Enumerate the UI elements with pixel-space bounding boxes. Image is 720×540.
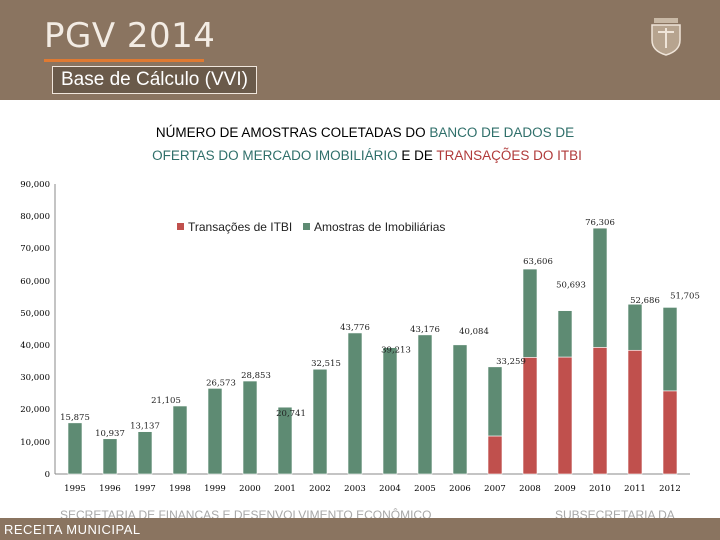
bar-imobiliarias — [242, 380, 258, 475]
x-tick-label: 2004 — [379, 484, 401, 494]
footer-bar — [0, 518, 720, 540]
x-axis: 1995 1996 1997 1998 1999 2000 2001 2002 2003 2004… — [64, 484, 681, 494]
data-label: 21,105 — [151, 396, 181, 406]
y-axis: 0 10,000 20,000 30,000 40,000 50,000 60,… — [20, 180, 50, 480]
bar-imobiliarias — [627, 303, 643, 351]
bar-imobiliarias — [452, 344, 468, 475]
x-tick-label: 2012 — [659, 484, 681, 494]
x-tick-label: 2001 — [274, 484, 296, 494]
title-part-2: BANCO DE DADOS DE — [429, 125, 574, 140]
data-label: 32,515 — [311, 359, 341, 369]
data-label: 13,137 — [130, 422, 160, 432]
title-part-5: TRANSAÇÕES DO ITBI — [436, 148, 582, 163]
data-label: 10,937 — [95, 429, 125, 439]
data-label: 76,306 — [585, 218, 615, 228]
x-tick-label: 2011 — [624, 484, 646, 494]
y-tick-label: 40,000 — [20, 341, 50, 351]
bar-chart: NÚMERO DE AMOSTRAS COLETADAS DO BANCO DE… — [20, 125, 700, 494]
section-badge: Base de Cálculo (VVI) — [52, 66, 257, 94]
x-tick-label: 2005 — [414, 484, 436, 494]
page-title: PGV 2014 — [44, 16, 216, 56]
bar-itbi — [627, 349, 643, 475]
y-tick-label: 0 — [45, 470, 50, 480]
bar-imobiliarias — [67, 422, 83, 475]
bar-imobiliarias — [312, 368, 328, 475]
legend-swatch-itbi — [177, 223, 184, 230]
coat-of-arms-icon — [651, 18, 681, 56]
bar-imobiliarias — [137, 431, 153, 475]
data-label: 15,875 — [60, 413, 90, 423]
footer-label: RECEITA MUNICIPAL — [4, 522, 141, 537]
y-tick-label: 70,000 — [20, 244, 50, 254]
x-tick-label: 2003 — [344, 484, 366, 494]
legend-label-itbi: Transações de ITBI — [188, 220, 292, 234]
bar-imobiliarias — [172, 405, 188, 475]
data-label: 26,573 — [206, 378, 236, 388]
x-tick-label: 1998 — [169, 484, 191, 494]
bars — [67, 227, 678, 475]
bar-imobiliarias — [207, 388, 223, 475]
data-labels: 15,875 10,937 13,137 21,105 26,573 28,853 20,7… — [60, 218, 700, 439]
bar-itbi — [487, 435, 503, 475]
bar-itbi — [522, 357, 538, 475]
y-tick-label: 50,000 — [20, 309, 50, 319]
bar-imobiliarias — [382, 347, 398, 475]
bar-imobiliarias — [102, 438, 118, 475]
title-part-3: OFERTAS DO MERCADO IMOBILIÁRIO — [152, 148, 398, 163]
data-label: 28,853 — [241, 371, 271, 381]
bar-itbi — [557, 356, 573, 475]
legend-swatch-imob — [303, 223, 310, 230]
x-tick-label: 2009 — [554, 484, 576, 494]
x-tick-label: 2002 — [309, 484, 331, 494]
data-label: 63,606 — [523, 257, 553, 267]
title-part-4: E DE — [398, 148, 437, 163]
title-part-1: NÚMERO DE AMOSTRAS COLETADAS DO — [156, 125, 430, 140]
bar-imobiliarias — [522, 268, 538, 358]
data-label: 51,705 — [670, 291, 700, 301]
x-tick-label: 1997 — [134, 484, 156, 494]
x-tick-label: 1995 — [64, 484, 86, 494]
bar-itbi — [662, 390, 678, 475]
chart-title-line-2: OFERTAS DO MERCADO IMOBILIÁRIO E DE TRAN… — [152, 148, 582, 163]
bar-imobiliarias — [347, 332, 363, 475]
x-tick-label: 2006 — [449, 484, 471, 494]
bar-imobiliarias — [417, 334, 433, 475]
title-underline — [44, 59, 204, 62]
data-label: 40,084 — [459, 327, 489, 337]
data-label: 39,213 — [381, 346, 411, 356]
x-tick-label: 2007 — [484, 484, 506, 494]
y-tick-label: 90,000 — [20, 180, 50, 190]
y-tick-label: 60,000 — [20, 277, 50, 287]
data-label: 20,741 — [276, 409, 306, 419]
bar-imobiliarias — [592, 227, 608, 348]
data-label: 43,176 — [410, 325, 440, 335]
y-tick-label: 20,000 — [20, 405, 50, 415]
bar-imobiliarias — [487, 366, 503, 437]
x-tick-label: 1999 — [204, 484, 226, 494]
bar-imobiliarias — [557, 310, 573, 358]
x-tick-label: 2008 — [519, 484, 541, 494]
x-tick-label: 2000 — [239, 484, 261, 494]
x-tick-label: 1996 — [99, 484, 121, 494]
y-tick-label: 30,000 — [20, 373, 50, 383]
data-label: 50,693 — [556, 281, 586, 291]
y-tick-label: 80,000 — [20, 212, 50, 222]
data-label: 33,259 — [496, 357, 526, 367]
legend: Transações de ITBI Amostras de Imobiliár… — [177, 220, 445, 234]
chart-title-line-1: NÚMERO DE AMOSTRAS COLETADAS DO BANCO DE… — [156, 125, 574, 140]
bar-imobiliarias — [662, 307, 678, 392]
y-tick-label: 10,000 — [20, 438, 50, 448]
x-tick-label: 2010 — [589, 484, 611, 494]
legend-label-imob: Amostras de Imobiliárias — [314, 220, 445, 234]
bar-itbi — [592, 347, 608, 475]
data-label: 52,686 — [630, 296, 660, 306]
bar-imobiliarias — [277, 406, 293, 475]
data-label: 43,776 — [340, 323, 370, 333]
